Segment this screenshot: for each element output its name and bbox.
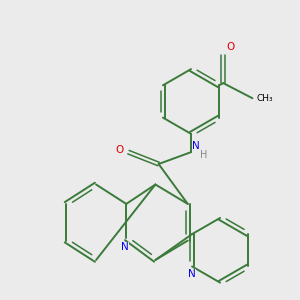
- Text: N: N: [192, 142, 200, 152]
- Text: CH₃: CH₃: [256, 94, 273, 103]
- Text: O: O: [226, 43, 234, 52]
- Text: H: H: [200, 151, 208, 160]
- Text: N: N: [121, 242, 129, 252]
- Text: O: O: [116, 145, 124, 154]
- Text: N: N: [188, 269, 196, 279]
